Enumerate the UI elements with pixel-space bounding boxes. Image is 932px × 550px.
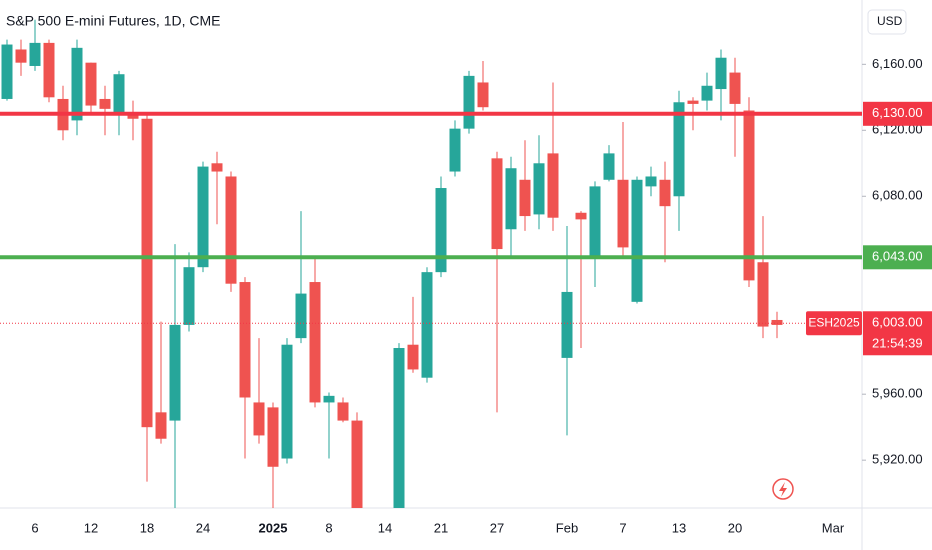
candle-body <box>43 42 55 98</box>
candle-body <box>295 293 307 339</box>
candle-body <box>337 402 349 421</box>
candle-body <box>267 407 279 467</box>
plot <box>0 19 862 508</box>
candle-body <box>659 179 671 207</box>
axes: 5,920.005,960.006,080.006,120.006,160.00… <box>31 56 932 535</box>
candle-body <box>533 163 545 215</box>
x-tick-label: 7 <box>619 520 626 535</box>
candle-body <box>393 348 405 508</box>
symbol-label: ESH2025 <box>808 315 860 329</box>
currency[interactable]: USD <box>877 14 903 28</box>
flash-icon[interactable] <box>772 478 794 500</box>
y-tick-label: 6,160.00 <box>872 56 923 71</box>
x-tick-label: Mar <box>822 520 845 535</box>
candle-body <box>323 395 335 403</box>
x-tick-label: 18 <box>140 520 154 535</box>
candle-body <box>225 176 237 284</box>
level-label: 6,043.00 <box>872 249 923 264</box>
candle-body <box>757 262 769 327</box>
candle-body <box>281 344 293 459</box>
x-tick-label: 14 <box>378 520 392 535</box>
candle-body <box>351 420 363 508</box>
candle-body <box>29 42 41 66</box>
candle-body <box>71 47 83 121</box>
level-label: 6,130.00 <box>872 105 923 120</box>
candle-body <box>15 49 27 63</box>
chart-title: S&P 500 E-mini Futures, 1D, CME <box>6 13 220 29</box>
candle-body <box>449 128 461 172</box>
candle-body <box>673 102 685 197</box>
candle-body <box>253 402 265 436</box>
candle-body <box>687 100 699 104</box>
x-tick-label: 8 <box>325 520 332 535</box>
candle-body <box>491 158 503 250</box>
candle-body <box>505 168 517 230</box>
x-tick-label: 24 <box>196 520 210 535</box>
candle-body <box>113 74 125 116</box>
candle-body <box>99 98 111 109</box>
candle-body <box>645 176 657 187</box>
candle-body <box>463 75 475 129</box>
candle-body <box>239 282 251 398</box>
candle-body <box>575 212 587 220</box>
candle-body <box>477 82 489 108</box>
currency-box[interactable] <box>867 9 907 35</box>
x-tick-label: 20 <box>728 520 742 535</box>
candle-body <box>127 115 139 119</box>
candle-body <box>141 118 153 428</box>
candle-body <box>589 186 601 258</box>
candle-body <box>729 72 741 104</box>
candle-body <box>435 188 447 273</box>
x-tick-label: 6 <box>31 520 38 535</box>
y-tick-label: 5,920.00 <box>872 452 923 467</box>
candle-body <box>715 57 727 90</box>
y-tick-label: 5,960.00 <box>872 386 923 401</box>
candle-body <box>85 62 97 106</box>
candle-body <box>155 412 167 439</box>
countdown-label: 21:54:39 <box>872 336 923 351</box>
x-tick-label: 2025 <box>259 520 288 535</box>
candle-body <box>701 85 713 101</box>
candle-body <box>743 110 755 281</box>
y-tick-label: 6,080.00 <box>872 188 923 203</box>
x-tick-label: 12 <box>84 520 98 535</box>
candle-body <box>309 282 321 403</box>
candle-body <box>631 179 643 302</box>
candle-body <box>617 179 629 248</box>
candle-body <box>197 166 209 268</box>
candle-body <box>183 267 195 325</box>
candle-body <box>421 272 433 378</box>
candle-body <box>603 153 615 180</box>
candle-body <box>561 291 573 358</box>
last-price-label: 6,003.00 <box>872 315 923 330</box>
level-label-box <box>863 101 932 126</box>
x-tick-label: 13 <box>672 520 686 535</box>
level-label-box <box>863 245 932 270</box>
x-tick-label: 27 <box>490 520 504 535</box>
x-tick-label: Feb <box>556 520 578 535</box>
candle-body <box>169 324 181 421</box>
candle-body <box>211 163 223 172</box>
last-price-box <box>863 311 932 356</box>
candle-body <box>547 153 559 218</box>
candle-body <box>519 179 531 217</box>
symbol-box <box>806 311 862 336</box>
candle-body <box>771 319 783 325</box>
candle-body <box>1 44 13 99</box>
x-tick-label: 21 <box>434 520 448 535</box>
candle-body <box>407 344 419 370</box>
